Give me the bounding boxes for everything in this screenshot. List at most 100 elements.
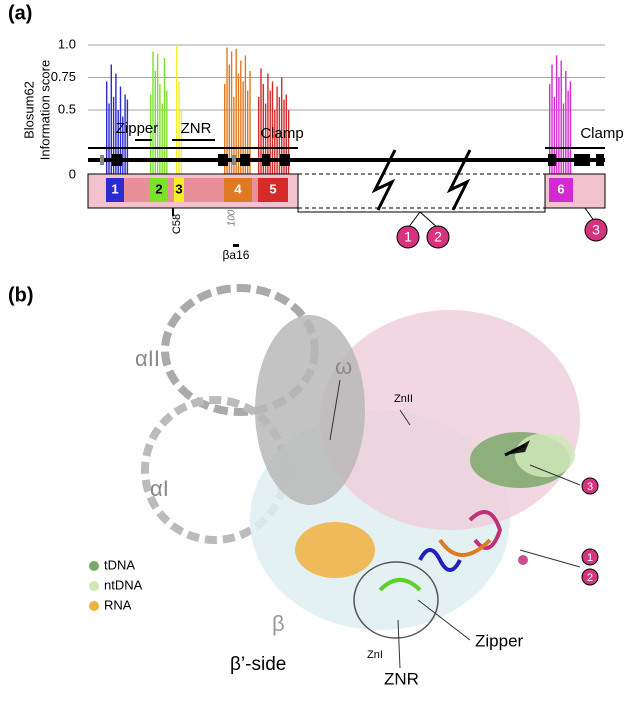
score-bar xyxy=(267,73,269,175)
domain-numbers: 1 2 3 4 5 6 xyxy=(111,181,564,196)
score-bar xyxy=(152,51,154,175)
score-bar xyxy=(558,77,560,175)
structure-label: ZNR xyxy=(384,669,419,688)
score-bar xyxy=(258,97,260,175)
score-bar xyxy=(287,110,290,175)
score-bar xyxy=(126,99,129,175)
region-label: Zipper xyxy=(116,120,159,137)
score-bar xyxy=(553,97,555,175)
score-bar xyxy=(233,97,235,175)
structure-label: αI xyxy=(150,476,169,501)
score-bar xyxy=(122,116,124,175)
legend-swatch xyxy=(89,601,99,611)
score-bar xyxy=(249,71,251,175)
score-bar xyxy=(271,81,274,175)
legend-label: tDNA xyxy=(104,557,135,572)
score-bar xyxy=(281,77,283,175)
structure-label: αII xyxy=(135,346,160,371)
score-bar xyxy=(276,86,278,175)
structure-label: ZnII xyxy=(394,393,413,405)
score-bar xyxy=(108,103,110,175)
score-bar xyxy=(178,81,180,175)
legend-label: RNA xyxy=(104,597,132,612)
structure-label: Zipper xyxy=(475,631,524,650)
insert-number: 3 xyxy=(587,481,593,493)
legend-swatch xyxy=(89,561,99,571)
y-axis-label: Blosum62 xyxy=(21,81,36,139)
domain-number: 5 xyxy=(269,181,276,196)
score-bar xyxy=(117,110,119,175)
domain-number: 1 xyxy=(111,181,118,196)
score-bar xyxy=(260,68,262,175)
residue-label: C58 xyxy=(171,214,183,234)
insert-number: 1 xyxy=(587,552,593,564)
score-bar xyxy=(163,58,166,175)
score-bar xyxy=(549,84,551,175)
score-bar xyxy=(166,90,168,175)
legend-label: ntDNA xyxy=(104,577,143,592)
score-bar xyxy=(560,60,562,175)
panel-label: (a) xyxy=(8,2,32,24)
score-bar xyxy=(565,71,567,175)
score-bar xyxy=(567,90,569,175)
region-label: Clamp xyxy=(260,125,303,142)
score-bar xyxy=(262,84,264,175)
score-bar xyxy=(106,81,108,175)
y-tick-label: 0.5 xyxy=(58,101,76,116)
insert-number: 2 xyxy=(587,572,593,584)
y-tick-label: 0 xyxy=(69,166,76,181)
score-bar xyxy=(112,97,115,175)
score-bar xyxy=(244,55,247,175)
panel-label: (b) xyxy=(8,284,34,306)
score-bar xyxy=(240,60,242,175)
score-bar xyxy=(156,54,159,175)
insert-number: 1 xyxy=(404,229,412,245)
insert-markers: 3 1 2 xyxy=(581,477,599,586)
region-label: ZNR xyxy=(181,120,212,137)
region-label: Clamp xyxy=(580,125,623,142)
score-bar xyxy=(226,47,228,175)
y-axis-label: Information score xyxy=(37,60,52,160)
score-bar xyxy=(551,64,553,175)
domain-number: 3 xyxy=(175,181,182,196)
domain-number: 6 xyxy=(557,181,564,196)
score-bar xyxy=(115,73,117,175)
score-bar xyxy=(269,90,271,175)
score-bar xyxy=(228,64,230,175)
structure-label: ω xyxy=(335,354,352,379)
insert-number: 2 xyxy=(434,229,442,245)
score-bar xyxy=(278,97,281,175)
score-bar xyxy=(176,45,178,175)
residue-label: βa16 xyxy=(223,248,250,262)
insert-markers: 1 2 3 xyxy=(396,218,608,249)
score-bar xyxy=(124,94,126,175)
score-bar xyxy=(110,64,112,175)
score-bar xyxy=(247,90,249,175)
score-bar xyxy=(159,84,161,175)
structure-label: β’-side xyxy=(230,654,286,675)
score-bar xyxy=(264,103,267,175)
score-bar xyxy=(242,81,244,175)
insert-number: 3 xyxy=(592,222,600,238)
score-bar xyxy=(285,94,287,175)
legend-swatch xyxy=(89,581,99,591)
y-tick-label: 1.0 xyxy=(58,36,76,51)
structure-label: ZnI xyxy=(367,649,383,661)
score-bar xyxy=(562,103,565,175)
score-bar xyxy=(154,71,156,175)
score-bar xyxy=(230,51,233,175)
score-bar xyxy=(555,55,558,175)
residue-label: 100 xyxy=(227,209,238,226)
score-bar xyxy=(161,103,163,175)
score-bar xyxy=(180,110,182,175)
score-bar xyxy=(150,94,152,175)
domain-number: 4 xyxy=(234,181,242,196)
score-bar xyxy=(119,86,122,175)
score-bar xyxy=(569,81,572,175)
score-bar xyxy=(274,110,276,175)
structure xyxy=(141,284,581,669)
score-bar xyxy=(237,73,240,175)
domain-map xyxy=(87,139,606,247)
score-bar xyxy=(235,48,237,175)
